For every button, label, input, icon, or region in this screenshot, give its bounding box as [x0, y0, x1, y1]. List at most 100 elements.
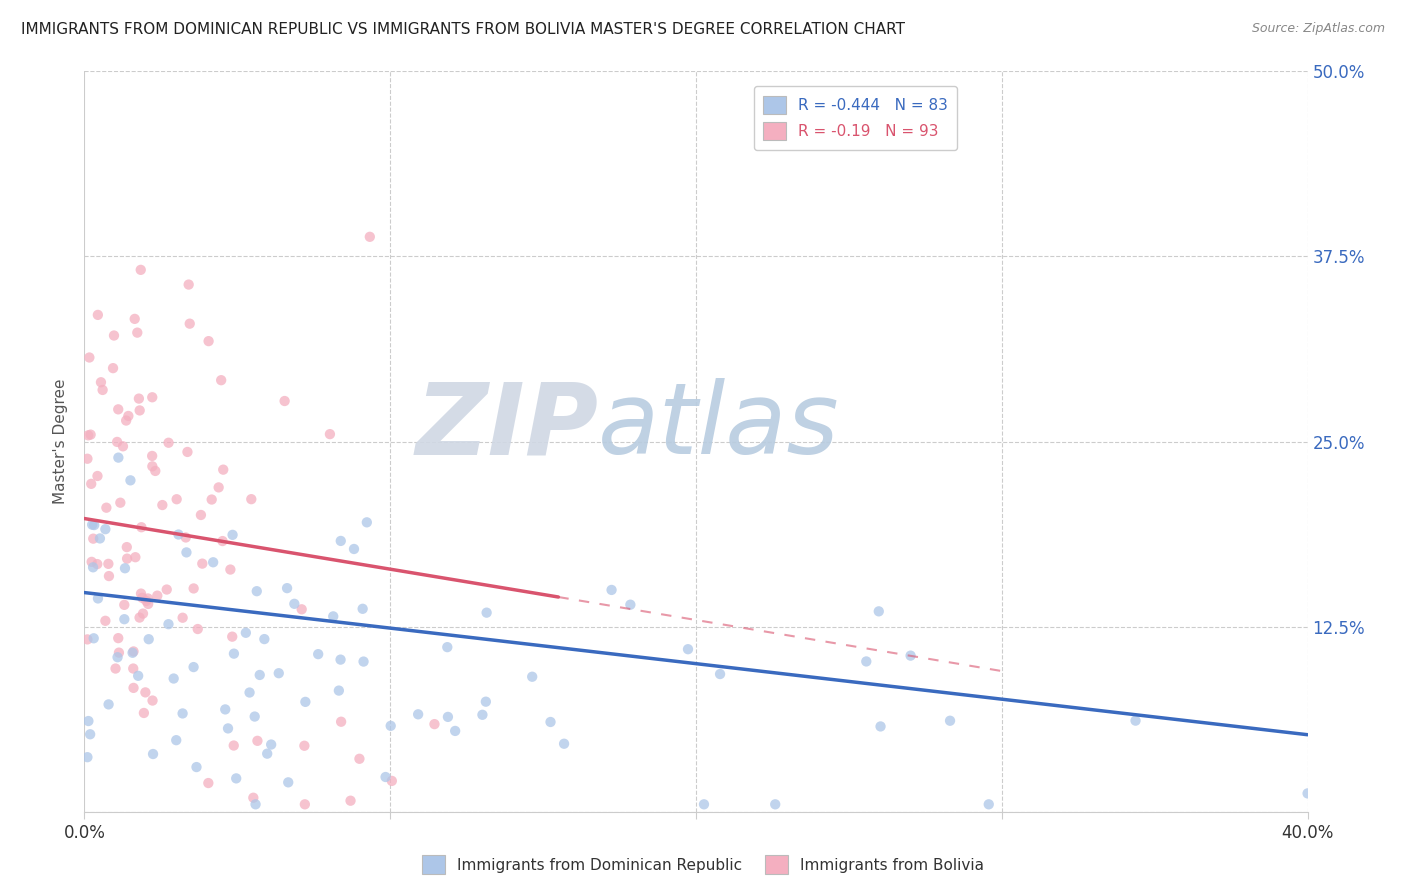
Point: [97, 569, 120, 583]
Point: [156, 582, 179, 597]
Point: [328, 683, 350, 698]
Point: [1296, 786, 1319, 800]
Point: [129, 586, 152, 600]
Point: [238, 685, 260, 699]
Point: [273, 394, 295, 409]
Point: [380, 719, 402, 733]
Point: [114, 561, 136, 575]
Legend: R = -0.444   N = 83, R = -0.19   N = 93: R = -0.444 N = 83, R = -0.19 N = 93: [754, 87, 957, 150]
Point: [352, 602, 374, 616]
Point: [83, 632, 105, 646]
Point: [108, 646, 131, 660]
Point: [235, 625, 257, 640]
Point: [167, 527, 190, 541]
Point: [246, 584, 269, 599]
Point: [172, 706, 194, 721]
Point: [76, 451, 98, 466]
Point: [190, 508, 212, 522]
Point: [122, 681, 145, 695]
Point: [105, 434, 128, 449]
Point: [146, 589, 169, 603]
Point: [134, 685, 156, 699]
Point: [115, 540, 138, 554]
Point: [86, 557, 108, 571]
Point: [475, 606, 498, 620]
Point: [82, 517, 104, 532]
Point: [104, 661, 127, 675]
Point: [977, 797, 1000, 812]
Point: [343, 541, 366, 556]
Point: [79, 727, 101, 741]
Point: [197, 776, 219, 790]
Point: [211, 534, 233, 549]
Point: [142, 747, 165, 761]
Point: [82, 560, 104, 574]
Point: [253, 632, 276, 646]
Point: [221, 630, 243, 644]
Point: [201, 492, 224, 507]
Text: Source: ZipAtlas.com: Source: ZipAtlas.com: [1251, 22, 1385, 36]
Point: [187, 622, 209, 636]
Point: [110, 496, 132, 510]
Point: [141, 449, 163, 463]
Point: [240, 492, 263, 507]
Point: [868, 604, 890, 618]
Point: [86, 469, 108, 483]
Point: [90, 376, 112, 390]
Point: [87, 308, 110, 322]
Point: [141, 693, 163, 707]
Point: [111, 439, 134, 453]
Point: [135, 594, 157, 608]
Point: [475, 695, 498, 709]
Point: [136, 597, 159, 611]
Point: [406, 707, 429, 722]
Point: [132, 607, 155, 621]
Text: IMMIGRANTS FROM DOMINICAN REPUBLIC VS IMMIGRANTS FROM BOLIVIA MASTER'S DEGREE CO: IMMIGRANTS FROM DOMINICAN REPUBLIC VS IM…: [21, 22, 905, 37]
Point: [471, 707, 494, 722]
Point: [174, 531, 197, 545]
Point: [101, 361, 124, 376]
Point: [600, 582, 623, 597]
Y-axis label: Master's Degree: Master's Degree: [53, 379, 69, 504]
Point: [256, 747, 278, 761]
Point: [128, 392, 150, 406]
Point: [283, 597, 305, 611]
Point: [141, 459, 163, 474]
Point: [349, 752, 371, 766]
Point: [242, 790, 264, 805]
Point: [225, 772, 247, 786]
Point: [221, 528, 243, 542]
Point: [214, 702, 236, 716]
Point: [91, 383, 114, 397]
Point: [291, 602, 314, 616]
Point: [107, 402, 129, 417]
Point: [122, 644, 145, 658]
Point: [97, 557, 120, 571]
Point: [319, 427, 342, 442]
Point: [186, 760, 208, 774]
Point: [339, 794, 361, 808]
Point: [294, 695, 316, 709]
Point: [356, 516, 378, 530]
Point: [115, 413, 138, 427]
Point: [157, 617, 180, 632]
Point: [1125, 714, 1147, 728]
Point: [83, 518, 105, 533]
Point: [276, 581, 298, 595]
Point: [183, 660, 205, 674]
Point: [112, 612, 135, 626]
Point: [855, 655, 877, 669]
Point: [107, 650, 129, 665]
Point: [157, 435, 180, 450]
Point: [353, 655, 375, 669]
Point: [107, 450, 129, 465]
Point: [96, 500, 118, 515]
Point: [77, 428, 100, 442]
Point: [122, 661, 145, 675]
Point: [120, 474, 142, 488]
Point: [763, 797, 786, 812]
Text: ZIP: ZIP: [415, 378, 598, 475]
Point: [89, 532, 111, 546]
Point: [172, 611, 194, 625]
Point: [179, 317, 201, 331]
